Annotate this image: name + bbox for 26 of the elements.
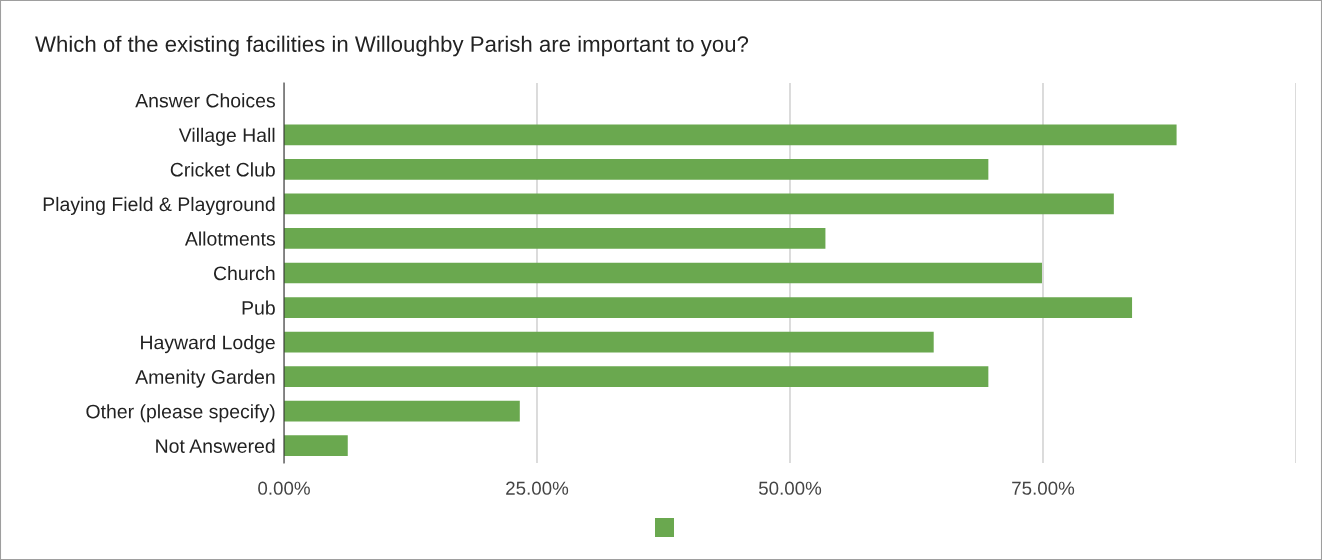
bar [284, 400, 520, 422]
x-tick-label: 75.00% [1012, 481, 1075, 495]
bar [284, 159, 989, 180]
y-tick-label: Answer Choices [135, 93, 275, 108]
y-tick-label: Pub [242, 300, 275, 315]
x-tick-label: 0.00% [258, 481, 310, 495]
chart-title: Which of the existing facilities in Willoughby Parish are important to you? [35, 35, 749, 57]
y-tick-label: Cricket Club [170, 162, 275, 177]
y-tick-label: Hayward Lodge [141, 335, 275, 354]
y-tick-label: Playing Field & Playground [43, 196, 275, 215]
bar [284, 193, 1114, 215]
x-tick-label: 50.00% [758, 481, 822, 495]
bar [284, 262, 1042, 284]
bar [284, 124, 1177, 146]
x-tick-label: 25.00% [506, 481, 569, 495]
bar [284, 297, 1133, 318]
y-tick-label: Other (please specify) [86, 404, 275, 423]
y-tick-label: Village Hall [178, 127, 275, 146]
y-tick-label: Amenity Garden [135, 369, 275, 388]
bar [284, 366, 989, 387]
bar [284, 435, 348, 457]
y-tick-label: Church [213, 265, 275, 281]
bar [284, 228, 826, 249]
bar [284, 331, 934, 353]
y-tick-label: Not Answered [156, 438, 275, 453]
y-tick-label: Allotments [184, 231, 275, 246]
